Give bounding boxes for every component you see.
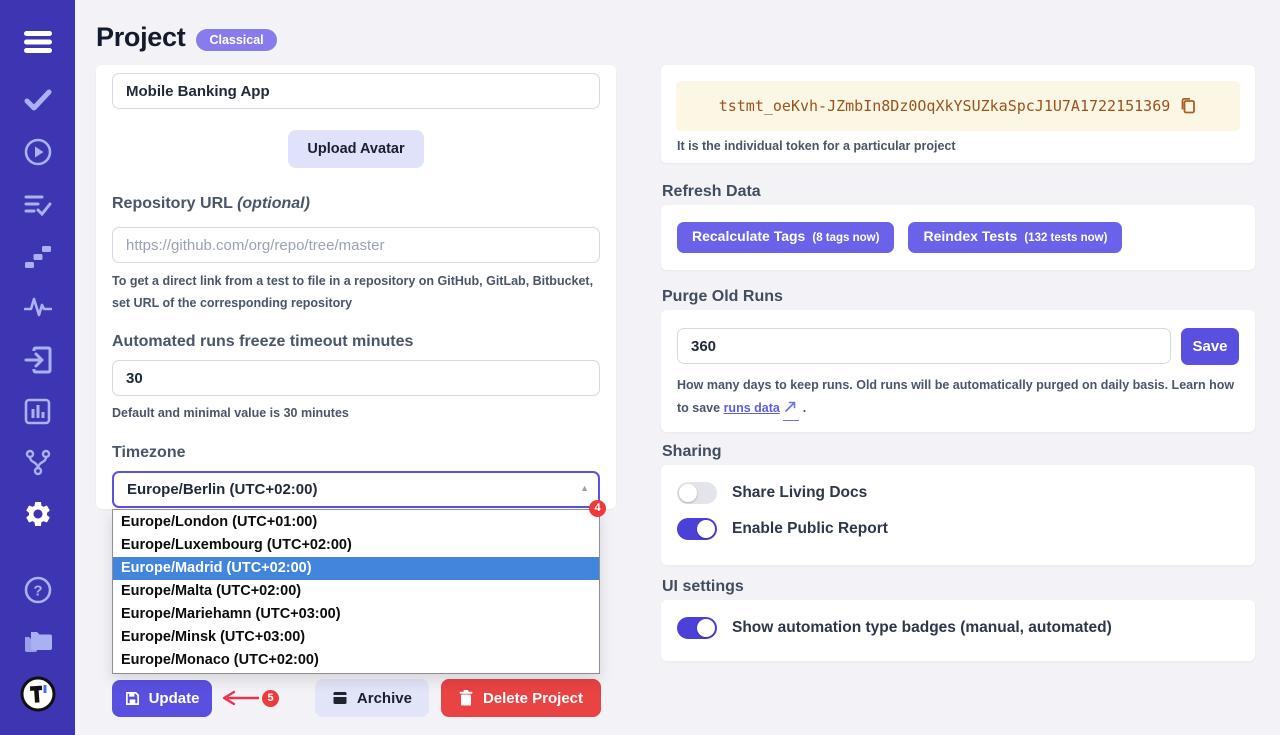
ui-settings-heading: UI settings	[662, 578, 744, 595]
purge-help-text: How many days to keep runs. Old runs wil…	[677, 374, 1239, 421]
sharing-card: Share Living Docs Enable Public Report	[661, 465, 1255, 565]
git-branch-icon[interactable]	[0, 448, 75, 476]
help-icon[interactable]: ?	[0, 576, 75, 604]
annotation-arrow-left	[219, 690, 261, 706]
update-button[interactable]: Update	[112, 679, 212, 717]
copy-icon[interactable]	[1179, 97, 1197, 115]
toggle-label: Show automation type badges (manual, aut…	[732, 619, 1112, 636]
gear-icon[interactable]	[0, 499, 75, 529]
repository-url-label: Repository URL (optional)	[112, 195, 310, 212]
api-token-caption: It is the individual token for a particu…	[677, 139, 956, 153]
automation-badges-toggle[interactable]	[677, 617, 717, 639]
pulse-icon[interactable]	[0, 295, 75, 319]
automation-badges-row: Show automation type badges (manual, aut…	[677, 617, 1239, 639]
share-living-docs-toggle[interactable]	[677, 482, 717, 504]
archive-icon	[333, 692, 347, 704]
upload-avatar-button[interactable]: Upload Avatar	[288, 130, 424, 168]
project-name-input[interactable]	[112, 73, 600, 109]
timezone-option[interactable]: Europe/Malta (UTC+02:00)	[121, 582, 302, 599]
purge-old-runs-card: Save How many days to keep runs. Old run…	[661, 310, 1255, 432]
timezone-select[interactable]: Europe/Berlin (UTC+02:00) ▲ 4	[112, 470, 606, 517]
repository-url-input[interactable]	[112, 227, 600, 263]
sharing-heading: Sharing	[662, 443, 722, 460]
timezone-label: Timezone	[112, 443, 186, 461]
freeze-timeout-input[interactable]	[112, 360, 600, 396]
refresh-data-heading: Refresh Data	[662, 183, 761, 200]
api-token-box: tstmt_oeKvh-JZmbIn8Dz0OqXkYSUZkaSpcJ1U7A…	[676, 81, 1240, 131]
svg-text:?: ?	[33, 583, 42, 600]
external-link-icon[interactable]	[783, 397, 800, 421]
annotation-badge-5: 5	[262, 689, 279, 707]
timezone-option[interactable]: Europe/Monaco (UTC+02:00)	[121, 651, 319, 668]
refresh-data-card: Recalculate Tags (8 tags now) Reindex Te…	[661, 205, 1255, 270]
sign-in-icon[interactable]	[0, 346, 75, 374]
play-circle-icon[interactable]	[0, 138, 75, 166]
folders-icon[interactable]	[0, 629, 75, 655]
purge-days-input[interactable]	[677, 328, 1171, 364]
timezone-option[interactable]: Europe/London (UTC+01:00)	[121, 513, 318, 530]
steps-icon[interactable]	[0, 244, 75, 270]
annotation-badge-4: 4	[589, 499, 606, 517]
timezone-dropdown: Europe/London (UTC+01:00) Europe/Luxembo…	[112, 508, 600, 674]
sidebar: ?	[0, 0, 75, 735]
form-actions: Update 5 Archive Delete Project	[112, 679, 601, 717]
project-type-badge: Classical	[196, 28, 277, 51]
enable-public-report-toggle[interactable]	[677, 518, 717, 540]
api-token-value: tstmt_oeKvh-JZmbIn8Dz0OqXkYSUZkaSpcJ1U7A…	[718, 97, 1171, 115]
freeze-timeout-label: Automated runs freeze timeout minutes	[112, 333, 414, 350]
toggle-label: Share Living Docs	[732, 484, 868, 501]
save-icon	[125, 691, 139, 705]
delete-project-button[interactable]: Delete Project	[440, 679, 601, 717]
purge-old-runs-heading: Purge Old Runs	[662, 288, 783, 305]
project-settings-card: Upload Avatar Repository URL (optional) …	[96, 65, 616, 674]
reindex-tests-button[interactable]: Reindex Tests (132 tests now)	[908, 222, 1123, 253]
chevron-up-icon: ▲	[580, 482, 589, 493]
repository-url-help: To get a direct link from a test to file…	[112, 274, 594, 310]
recalculate-tags-button[interactable]: Recalculate Tags (8 tags now)	[677, 222, 895, 253]
timezone-option[interactable]: Europe/Minsk (UTC+03:00)	[121, 628, 306, 645]
archive-button[interactable]: Archive	[314, 679, 429, 717]
api-token-card: tstmt_oeKvh-JZmbIn8Dz0OqXkYSUZkaSpcJ1U7A…	[661, 65, 1255, 163]
check-icon[interactable]	[0, 88, 75, 112]
bar-chart-icon[interactable]	[0, 398, 75, 425]
timezone-selected-value: Europe/Berlin (UTC+02:00)	[127, 480, 318, 498]
share-living-docs-row: Share Living Docs	[677, 482, 1239, 504]
menu-icon[interactable]	[0, 28, 75, 56]
timezone-option[interactable]: Europe/Luxembourg (UTC+02:00)	[121, 536, 352, 553]
freeze-timeout-help: Default and minimal value is 30 minutes	[112, 406, 349, 420]
ui-settings-card: Show automation type badges (manual, aut…	[661, 600, 1255, 661]
runs-data-link[interactable]: runs data	[723, 400, 780, 415]
enable-public-report-row: Enable Public Report	[677, 518, 1239, 540]
toggle-label: Enable Public Report	[732, 520, 888, 537]
page-title: Project	[96, 22, 186, 52]
list-check-icon[interactable]	[0, 192, 75, 218]
trash-icon	[459, 690, 473, 706]
testomat-logo[interactable]	[0, 676, 75, 712]
timezone-option[interactable]: Europe/Madrid (UTC+02:00)	[113, 556, 599, 580]
timezone-option[interactable]: Europe/Mariehamn (UTC+03:00)	[121, 605, 341, 622]
save-button[interactable]: Save	[1181, 328, 1239, 365]
main-content: Project Classical Upload Avatar Reposito…	[75, 0, 1280, 735]
